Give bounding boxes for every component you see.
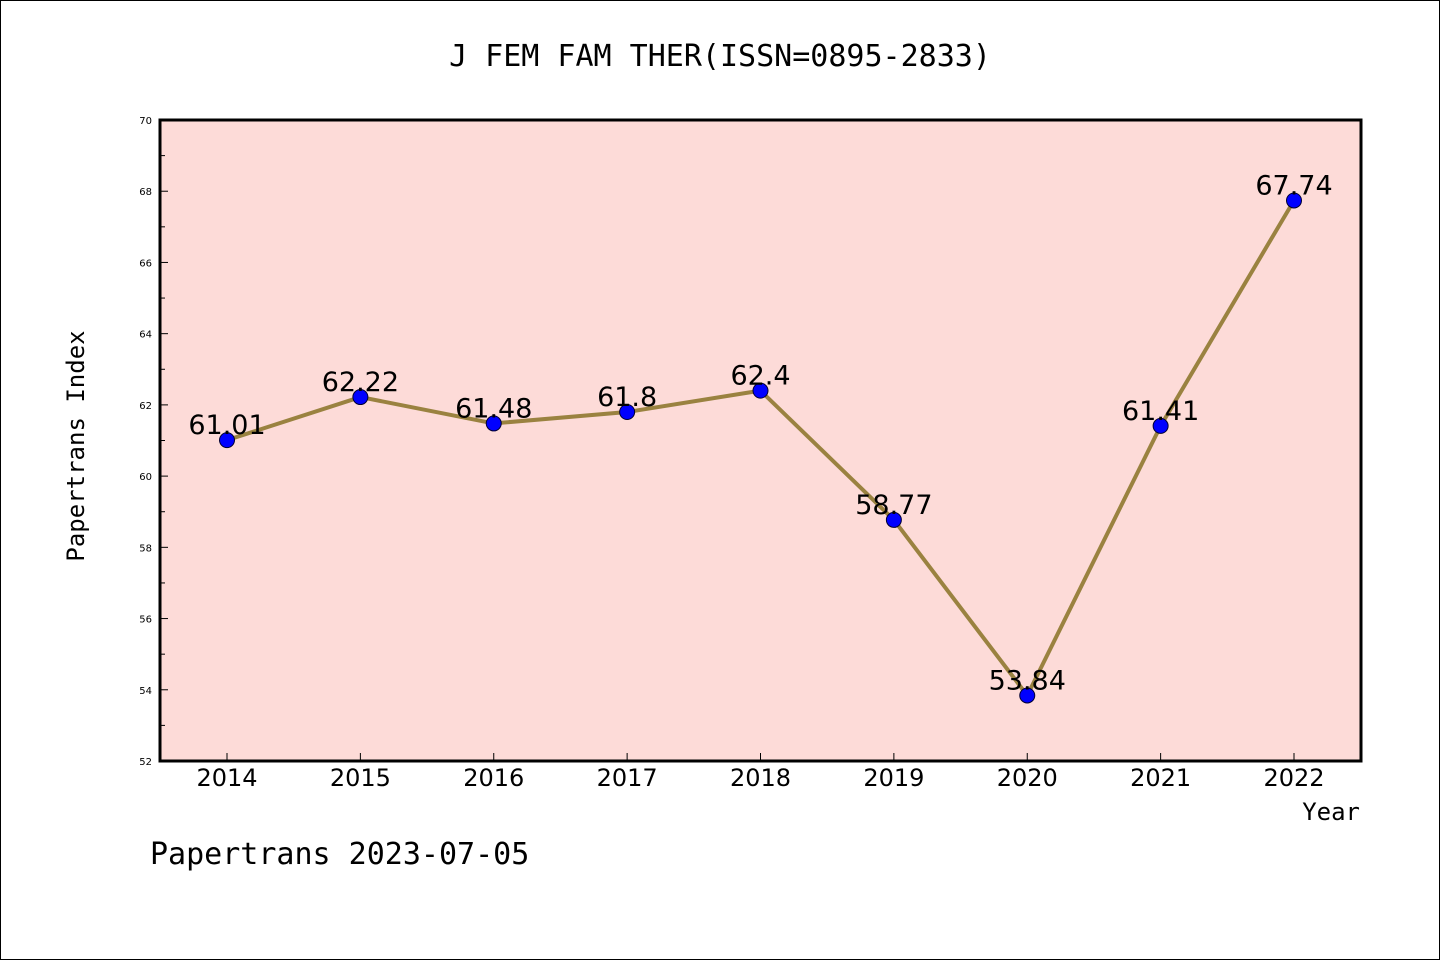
data-point [1286,192,1302,209]
data-label: 62.4 [730,361,790,392]
y-tick-label: 58 [139,543,152,554]
data-label: 58.77 [855,490,932,521]
data-point [1152,417,1169,434]
data-point [485,415,502,432]
y-tick-label: 68 [139,187,152,198]
y-tick-label: 64 [139,330,152,341]
y-tick-label: 62 [139,401,152,412]
x-tick-label: 2015 [330,764,391,792]
y-tick-label: 60 [139,472,152,483]
data-point [1019,687,1036,704]
y-tick-label: 54 [139,686,152,697]
footer-credit: Papertrans 2023-07-05 [150,837,529,872]
y-tick-label: 56 [139,615,152,626]
data-label: 67.74 [1255,170,1332,201]
x-tick-label: 2017 [597,764,658,792]
x-tick-label: 2021 [1130,764,1191,792]
y-axis-ticks: 52 54 56 58 60 62 64 66 68 70 [139,116,168,768]
x-tick-label: 2016 [463,764,524,792]
data-markers [219,192,1302,704]
x-axis-label: Year [1302,798,1360,826]
y-tick-label: 66 [139,258,152,269]
x-tick-label: 2020 [997,764,1058,792]
y-axis-label: Papertrans Index [62,330,90,561]
data-point [219,432,235,449]
chart-title: J FEM FAM THER(ISSN=0895-2833) [449,39,991,74]
x-axis-ticks: 2014 2015 2016 2017 2018 2019 2020 2021 2022 [196,753,1325,792]
data-point [752,382,769,399]
data-point [619,404,636,421]
data-labels: 61.01 62.22 61.48 61.8 62.4 58.77 53.84 61.41 67… [188,170,1332,696]
x-tick-label: 2019 [863,764,924,792]
x-tick-label: 2022 [1263,764,1324,792]
x-tick-label: 2018 [730,764,791,792]
data-label: 61.41 [1122,396,1199,427]
data-label: 61.01 [188,410,265,441]
data-point [885,511,902,528]
data-label: 61.8 [597,382,657,413]
y-tick-label: 52 [139,757,152,768]
data-label: 61.48 [455,393,532,424]
y-tick-label: 70 [139,116,152,127]
x-tick-label: 2014 [196,764,257,792]
plot-area [158,118,1363,763]
data-label: 53.84 [989,665,1066,696]
data-label: 62.22 [322,367,399,398]
data-point [352,389,369,406]
